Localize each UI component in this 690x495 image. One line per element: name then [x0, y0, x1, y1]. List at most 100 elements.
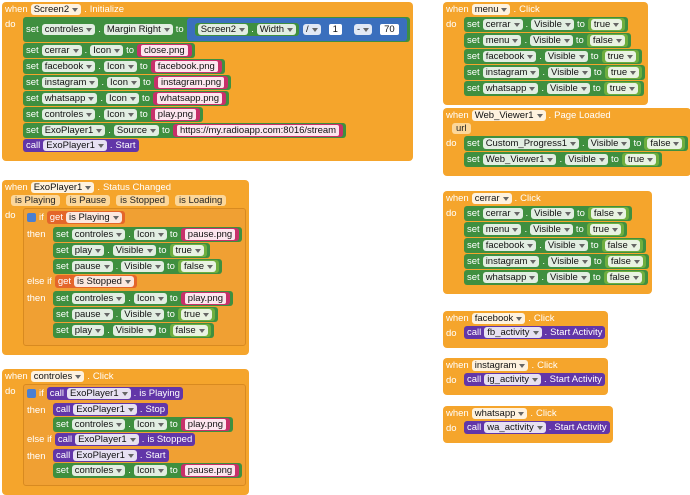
number-block: 1 [324, 22, 346, 37]
dot: . [108, 125, 111, 136]
component-dropdown: controles [71, 419, 126, 430]
set-keyword: set [467, 224, 480, 235]
call-keyword: call [49, 388, 65, 399]
dropdown-arrow [146, 328, 153, 333]
when-keyword: when [446, 4, 469, 15]
dropdown-arrow [103, 312, 110, 317]
when-keyword: when [446, 110, 469, 121]
dropdown-arrow [86, 112, 93, 117]
do-keyword: do [446, 138, 457, 149]
dot: . [525, 208, 529, 219]
do-keyword: do [446, 19, 457, 30]
do-body: do call ig_activity. Start Activity [446, 373, 605, 386]
statement-stack: if get is Playing then set controles. Icon to pa… [23, 208, 247, 346]
property-dropdown: Visible [112, 245, 156, 256]
event-header: when whatsapp. Click [446, 408, 610, 419]
component-dropdown: ExoPlayer1 [73, 450, 137, 461]
dropdown-arrow [581, 259, 588, 264]
call-block: call wa_activity. Start Activity [464, 421, 610, 434]
text-value: pause.png [184, 465, 236, 476]
set-block: set Web_Viewer1. Visible to true [464, 152, 663, 167]
to-keyword: to [576, 19, 585, 30]
event-header: when facebook. Click [446, 313, 605, 324]
set-keyword: set [26, 61, 39, 72]
set-keyword: set [467, 138, 480, 149]
property-getter: Screen2. Width [194, 23, 300, 36]
text-value: pause.png [184, 229, 236, 240]
dropdown-arrow [580, 275, 587, 280]
then-body: then call ExoPlayer1. Start set controles. Ico… [27, 449, 243, 478]
component-dropdown: instagram [471, 360, 529, 371]
dropdown-arrow [131, 80, 138, 85]
dropdown-arrow [633, 259, 640, 264]
dropdown-arrow [532, 330, 539, 335]
event-parameter: url [452, 123, 471, 134]
boolean-dropdown: false [180, 261, 217, 272]
component-dropdown: whatsapp [482, 83, 539, 94]
dropdown-arrow [570, 141, 576, 146]
boolean-block: true [603, 82, 642, 95]
dot: . [513, 4, 517, 15]
statement-stack: call ig_activity. Start Activity [464, 373, 605, 386]
dropdown-arrow [536, 425, 543, 430]
boolean-block: false [604, 255, 646, 268]
property-dropdown: Icon [133, 465, 167, 476]
dropdown-arrow [564, 211, 571, 216]
when-keyword: when [446, 408, 469, 419]
set-keyword: set [26, 109, 39, 120]
dot: . [100, 93, 103, 104]
property-dropdown: Visible [547, 83, 590, 94]
event-name: Page Loaded [554, 110, 611, 121]
text-block: pause.png [180, 464, 240, 477]
call-block: call ExoPlayer1. Start [53, 449, 169, 462]
method-name: is Stopped [147, 434, 193, 445]
dot: . [524, 35, 528, 46]
dropdown-arrow [529, 86, 536, 91]
when-keyword: when [446, 193, 469, 204]
statement-stack: set cerrar. Visible to false set menu. Visible t… [464, 206, 649, 285]
if-block: if get is Playing then set controles. Icon to pa… [23, 208, 247, 346]
set-keyword: set [467, 154, 480, 165]
event-header: when cerrar. Click [446, 193, 649, 204]
set-keyword: set [56, 325, 69, 336]
if-keyword: else if [27, 434, 52, 445]
dot: . [128, 419, 131, 430]
dropdown-arrow [129, 96, 136, 101]
dot: . [115, 261, 119, 272]
do-body: do if get is Playing then set controles. Icon to… [5, 208, 247, 346]
dot: . [539, 51, 542, 62]
method-name: Stop [145, 404, 166, 415]
if-condition-row: else if get is Stopped [27, 275, 137, 288]
event-parameter: is Loading [175, 195, 227, 206]
event-name: Click [520, 193, 541, 204]
dot: . [524, 224, 528, 235]
statement-stack: set cerrar. Visible to true set menu. Visible to… [464, 17, 646, 96]
to-keyword: to [590, 240, 599, 251]
to-keyword: to [610, 154, 619, 165]
dot: . [84, 45, 88, 56]
boolean-dropdown: true [180, 309, 213, 320]
dropdown-arrow [127, 64, 134, 69]
method-name: Start [145, 450, 166, 461]
boolean-block: false [586, 34, 628, 47]
component-dropdown: cerrar [482, 208, 523, 219]
dot: . [101, 77, 105, 88]
component-dropdown: whatsapp [41, 93, 98, 104]
dropdown-arrow [116, 422, 123, 427]
property-dropdown: Icon [103, 109, 137, 120]
when-keyword: when [5, 182, 28, 193]
method-name: Start [115, 140, 136, 151]
dot: . [128, 293, 131, 304]
component-dropdown: controles [71, 229, 126, 240]
text-block: play.png [150, 108, 201, 121]
property-dropdown: Icon [90, 45, 124, 56]
set-block: set instagram. Icon to instagram.png [23, 75, 232, 90]
dot: . [139, 404, 143, 415]
property-dropdown: Source [113, 125, 160, 136]
dot: . [544, 327, 548, 338]
text-block: play.png [180, 418, 231, 431]
set-block: set instagram. Visible to true [464, 65, 646, 80]
property-dropdown: Visible [544, 51, 588, 62]
dropdown-arrow [530, 70, 537, 75]
component-dropdown: Web_Viewer1 [482, 154, 557, 165]
